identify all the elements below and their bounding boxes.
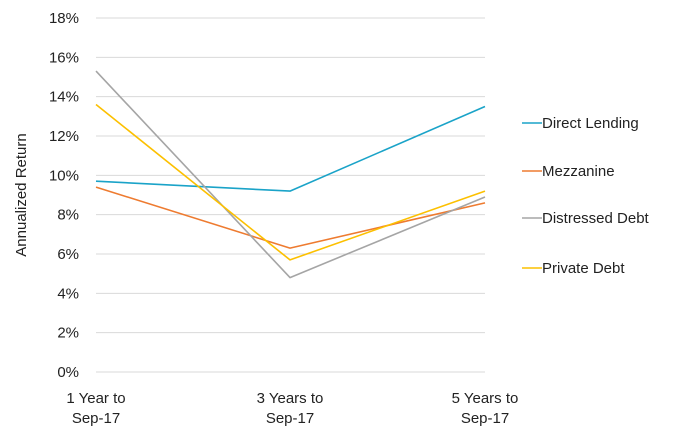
series-line-mezzanine bbox=[95, 186, 486, 249]
y-tick-label: 18% bbox=[49, 10, 79, 27]
y-tick-label: 10% bbox=[49, 167, 79, 184]
x-tick-label: 1 Year to Sep-17 bbox=[66, 390, 125, 427]
y-tick-label: 12% bbox=[49, 128, 79, 145]
x-tick-label-line: Sep-17 bbox=[72, 410, 120, 427]
x-tick-label-line: 1 Year to bbox=[66, 390, 125, 407]
x-tick-label-line: Sep-17 bbox=[461, 410, 509, 427]
y-tick-label: 16% bbox=[49, 49, 79, 66]
legend: Direct Lending Mezzanine Distressed Debt Pr… bbox=[522, 115, 650, 277]
gridlines bbox=[96, 17, 485, 373]
y-axis-title: Annualized Return bbox=[13, 133, 30, 256]
x-tick-label-line: 5 Years to bbox=[452, 390, 519, 407]
x-tick-label-line: Sep-17 bbox=[266, 410, 314, 427]
series-line-private-debt bbox=[95, 103, 486, 261]
y-tick-label: 14% bbox=[49, 89, 79, 106]
series-line-direct-lending bbox=[95, 105, 486, 192]
legend-label: Direct Lending bbox=[542, 115, 639, 132]
series-line-distressed-debt bbox=[95, 70, 486, 279]
y-tick-label: 8% bbox=[57, 207, 79, 224]
y-tick-label: 4% bbox=[57, 285, 79, 302]
x-axis-ticks: 1 Year to Sep-173 Years to Sep-175 Years t… bbox=[66, 390, 518, 427]
y-tick-label: 0% bbox=[57, 364, 79, 381]
y-tick-label: 6% bbox=[57, 246, 79, 263]
legend-label: Distressed Debt bbox=[542, 210, 650, 227]
x-tick-label: 5 Years to Sep-17 bbox=[452, 390, 519, 427]
x-tick-label-line: 3 Years to bbox=[257, 390, 324, 407]
series-lines bbox=[95, 70, 486, 279]
x-tick-label: 3 Years to Sep-17 bbox=[257, 390, 324, 427]
y-axis-ticks: 0% 2% 4% 6% 8% 10% 12% 14% 16% 18% bbox=[49, 10, 79, 381]
y-tick-label: 2% bbox=[57, 325, 79, 342]
legend-label: Private Debt bbox=[542, 260, 625, 277]
legend-label: Mezzanine bbox=[542, 163, 615, 180]
